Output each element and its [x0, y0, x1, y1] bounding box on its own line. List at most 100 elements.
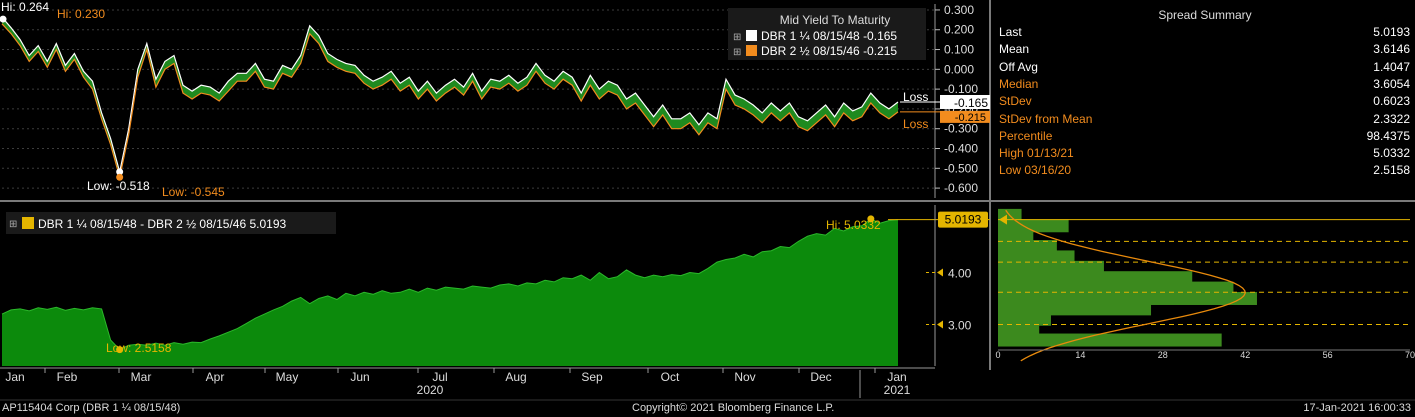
month-label: Mar: [131, 370, 152, 384]
hi-label-white: Hi: 0.264: [1, 0, 49, 14]
histogram-bar: [998, 219, 1069, 233]
summary-row-label: StDev from Mean: [999, 111, 1093, 126]
histogram-tick-label: 42: [1240, 350, 1250, 360]
last-tag-orange-text: -0.215: [955, 112, 986, 124]
histogram-tick-label: 0: [995, 350, 1000, 360]
summary-row-value: 2.5158: [1373, 163, 1410, 178]
yield-tick-label: 0.300: [944, 3, 974, 17]
summary-row: Median 3.6054: [999, 77, 1410, 94]
footer-copyright: Copyright© 2021 Bloomberg Finance L.P.: [632, 402, 835, 414]
date-x-axis: Jan Feb Mar Apr May Jun Jul Aug Sep Oct Nov Dec Jan: [0, 367, 935, 384]
spread-tick-arrow: [937, 320, 943, 329]
spread-tick-label: 3.00: [948, 318, 972, 332]
legend-plus-3: ⊞: [9, 219, 17, 230]
month-label: Jul: [432, 370, 447, 384]
series-line-dbr2: [1, 23, 899, 178]
summary-row: StDev 0.6023: [999, 94, 1410, 111]
summary-row-label: High 01/13/21: [999, 146, 1074, 161]
month-label: May: [276, 370, 299, 384]
histogram-bar: [998, 323, 1040, 337]
yield-y-axis: 0.3000.2000.1000.000-0.100-0.200-0.300-0…: [900, 3, 990, 198]
legend-swatch-yellow: [22, 217, 34, 229]
spread-line: [1, 218, 899, 351]
summary-row: Mean 3.6146: [999, 42, 1410, 59]
spread-hi-marker: [867, 215, 875, 223]
yield-tick-label: -0.500: [944, 161, 978, 175]
month-label: Aug: [505, 370, 526, 384]
histogram-bar: [998, 260, 1104, 274]
summary-row-label: Mean: [999, 42, 1030, 57]
histogram-last-arrow: [999, 214, 1007, 225]
last-tag-orange: [940, 110, 990, 123]
summary-row: StDev from Mean 2.3322: [999, 112, 1410, 129]
summary-row-label: Percentile: [999, 128, 1053, 143]
low-label-orange: Low: -0.545: [162, 185, 225, 199]
low-marker-white: [116, 168, 124, 176]
summary-row: Low 03/16/20 2.5158: [999, 163, 1410, 180]
histogram-bar: [998, 229, 1034, 243]
legend-label-dbr2: DBR 2 ½ 08/15/46 -0.215: [761, 44, 897, 58]
year-2021: 2021: [884, 383, 911, 397]
summary-row-label: StDev: [999, 94, 1032, 109]
histogram-tick-label: 70: [1405, 350, 1415, 360]
spread-legend: ⊞ DBR 1 ¼ 08/15/48 - DBR 2 ½ 08/15/46 5.…: [6, 212, 336, 234]
histogram-tick-label: 56: [1323, 350, 1333, 360]
summary-row-value: 1.4047: [1373, 59, 1410, 74]
histogram-bar: [998, 302, 1152, 316]
legend-plus-1: ⊞: [733, 32, 741, 43]
summary-row-label: Off Avg: [999, 59, 1038, 74]
spread-area: [2, 218, 898, 366]
spread-summary-panel: Spread Summary Last 5.0193 Mean 3.6146 Off A…: [995, 5, 1415, 200]
legend-plus-2: ⊞: [733, 47, 741, 58]
yield-chart-title: Mid Yield To Maturity: [780, 13, 891, 27]
spread-tick-arrow: [937, 268, 943, 277]
histogram-bar: [998, 250, 1075, 264]
histogram-bar: [998, 281, 1234, 295]
summary-row: Off Avg 1.4047: [999, 60, 1410, 77]
legend-swatch-orange: [746, 45, 757, 56]
spread-histogram: 0 14 28 42 56 70: [995, 208, 1415, 362]
histogram-bar: [998, 312, 1051, 326]
histogram-bar: [998, 333, 1222, 347]
hi-label-orange: Hi: 0.230: [57, 7, 105, 21]
spread-low-marker: [116, 346, 124, 354]
low-marker-orange: [116, 173, 124, 181]
yield-tick-label: 0.100: [944, 43, 974, 57]
spread-tick-label: 4.00: [948, 267, 972, 281]
month-label: Jan: [887, 370, 906, 384]
spread-last-tag-text: 5.0193: [945, 213, 982, 227]
yield-tick-label: 0.200: [944, 23, 974, 37]
legend-label-dbr1: DBR 1 ¼ 08/15/48 -0.165: [761, 29, 897, 43]
histogram-bar: [998, 271, 1193, 285]
month-label: Jan: [5, 370, 24, 384]
spread-summary-title: Spread Summary: [1158, 8, 1252, 22]
histogram-bar: [998, 291, 1257, 305]
low-label-white: Low: -0.518: [87, 179, 150, 193]
year-2020: 2020: [417, 383, 444, 397]
footer-timestamp: 17-Jan-2021 16:00:33: [1303, 402, 1411, 414]
spread-last-tag: [938, 211, 988, 228]
month-label: Oct: [661, 370, 680, 384]
footer-security: AP115404 Corp (DBR 1 ¼ 08/15/48): [2, 402, 181, 414]
month-label: Apr: [206, 370, 225, 384]
summary-row-value: 5.0193: [1373, 25, 1410, 39]
histogram-bar: [998, 240, 1057, 254]
summary-row-label: Last: [999, 25, 1022, 39]
month-label: Nov: [734, 370, 755, 384]
summary-row-label: Low 03/16/20: [999, 163, 1072, 178]
yield-tick-label: 0.000: [944, 62, 974, 76]
series-line-dbr1: [1, 16, 899, 173]
yield-tick-label: -0.300: [944, 122, 978, 136]
yield-tick-label: -0.100: [944, 82, 978, 96]
summary-row-value: 5.0332: [1373, 146, 1410, 161]
summary-row-value: 98.4375: [1366, 128, 1410, 143]
yield-tick-label: -0.400: [944, 142, 978, 156]
histogram-tick-label: 14: [1075, 350, 1085, 360]
month-label: Sep: [581, 370, 603, 384]
month-label: Dec: [810, 370, 831, 384]
summary-row: High 01/13/21 5.0332: [999, 146, 1410, 163]
summary-row: Percentile 98.4375: [999, 129, 1410, 146]
yield-grid: [2, 9, 935, 189]
legend-swatch-white: [746, 30, 757, 41]
summary-row-label: Median: [999, 76, 1039, 91]
